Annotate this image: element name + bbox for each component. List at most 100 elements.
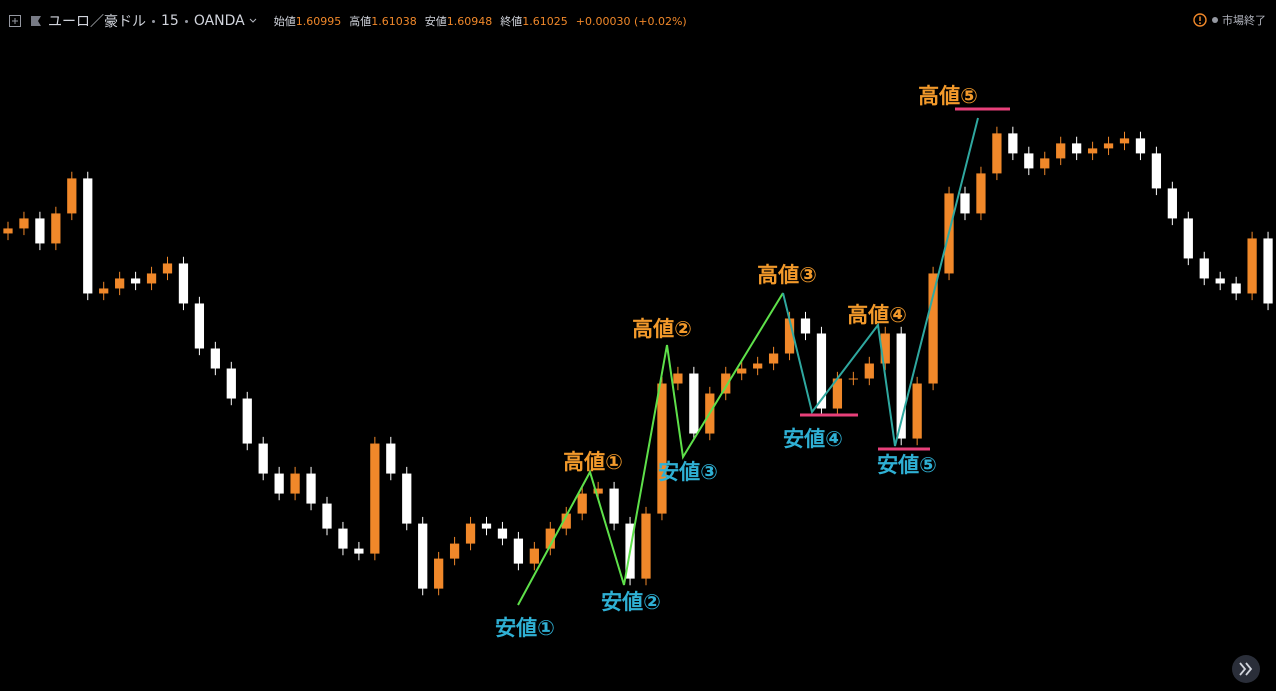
- market-status: 市場終了: [1193, 12, 1266, 28]
- candle-body: [322, 503, 332, 529]
- candle-body: [19, 218, 29, 229]
- alert-icon[interactable]: [1193, 13, 1207, 27]
- ohlc-item: 安値1.60948: [425, 15, 493, 28]
- candle-body: [864, 363, 874, 379]
- ohlc-item: 高値1.61038: [349, 15, 417, 28]
- header: ユーロ／豪ドル 15 OANDA 始値1.60995 高値1.61038 安値1.6…: [0, 0, 1276, 40]
- symbol[interactable]: ユーロ／豪ドル: [48, 14, 146, 30]
- candle-body: [35, 218, 45, 244]
- candle-body: [83, 178, 93, 294]
- interval[interactable]: 15: [161, 13, 179, 29]
- low-label: 安値②: [601, 590, 661, 614]
- candle-body: [784, 318, 795, 354]
- candle-body: [1056, 143, 1066, 159]
- ohlc-label: 終値: [500, 15, 523, 28]
- candle-body: [1040, 158, 1050, 169]
- high-label: 高値①: [563, 450, 623, 474]
- candle-body: [449, 543, 460, 559]
- candle-body: [992, 133, 1002, 174]
- candle-body: [561, 513, 571, 529]
- scroll-button[interactable]: [1232, 655, 1260, 683]
- candle-body: [673, 373, 683, 384]
- candle-body: [1231, 283, 1241, 294]
- candle-body: [1008, 133, 1018, 154]
- ohlc: 始値1.60995 高値1.61038 安値1.60948 終値1.61025: [266, 13, 568, 29]
- candle-body: [513, 538, 524, 564]
- candle-body: [1247, 238, 1257, 294]
- candles: [3, 126, 1273, 596]
- candle-body: [338, 528, 348, 549]
- flag-icon[interactable]: [30, 15, 42, 27]
- high-label: 高値⑤: [918, 84, 978, 108]
- candle-body: [800, 318, 811, 334]
- ohlc-label: 安値: [424, 15, 447, 28]
- candle-body: [1135, 138, 1146, 154]
- candle-body: [641, 513, 651, 579]
- candle-body: [354, 548, 364, 554]
- ohlc-label: 始値: [273, 15, 296, 28]
- candle-body: [1263, 238, 1273, 304]
- high-label: 高値②: [632, 317, 692, 341]
- candle-body: [880, 333, 890, 364]
- candle-body: [529, 548, 539, 564]
- high-label: 高値③: [757, 263, 817, 287]
- candle-body: [465, 523, 476, 544]
- ohlc-value: 1.60948: [446, 15, 493, 28]
- legend-row: ユーロ／豪ドル 15 OANDA 始値1.60995 高値1.61038 安値1.6…: [8, 11, 687, 31]
- candle-body: [689, 373, 699, 434]
- source[interactable]: OANDA: [193, 13, 245, 29]
- candle-body: [226, 368, 236, 399]
- zigzag-line: [517, 292, 784, 606]
- candle-body: [737, 368, 747, 374]
- candle-body: [1087, 148, 1098, 154]
- candle-body: [1167, 188, 1177, 219]
- candle-body: [67, 178, 77, 214]
- candle-body: [1199, 258, 1209, 279]
- candle-body: [545, 528, 555, 549]
- status-dot: [1212, 17, 1218, 23]
- change: +0.00030 (+0.02%): [575, 14, 687, 28]
- ohlc-label: 高値: [349, 15, 372, 28]
- candle-body: [976, 173, 986, 214]
- zigzag-line: [782, 117, 979, 447]
- candle-body: [896, 333, 906, 439]
- candle-body: [1183, 218, 1193, 259]
- status-text: 市場終了: [1222, 14, 1266, 27]
- candle-body: [609, 488, 619, 524]
- candle-body: [418, 523, 428, 589]
- candle-body: [3, 228, 13, 234]
- candle-body: [912, 383, 922, 439]
- candle-body: [162, 263, 173, 274]
- candle-body: [194, 303, 205, 349]
- candle-body: [1119, 138, 1130, 144]
- candle-body: [816, 333, 827, 409]
- candle-body: [657, 383, 667, 514]
- low-label: 安値①: [495, 616, 555, 640]
- expand-icon[interactable]: [8, 14, 22, 28]
- candle-body: [115, 278, 125, 289]
- candle-body: [130, 278, 141, 284]
- candle-body: [593, 488, 603, 494]
- separator: [152, 19, 155, 23]
- candle-body: [210, 348, 220, 369]
- candle-body: [753, 363, 763, 369]
- candle-body: [577, 493, 587, 514]
- candle-body: [768, 353, 779, 364]
- candle-body: [178, 263, 189, 304]
- candle-body: [402, 473, 412, 524]
- low-label: 安値④: [783, 427, 843, 451]
- candle-body: [1151, 153, 1162, 189]
- ohlc-value: 1.61038: [371, 15, 417, 28]
- ohlc-value: 1.60995: [295, 15, 342, 28]
- high-label: 高値④: [847, 303, 907, 327]
- dropdown-icon[interactable]: [248, 16, 258, 26]
- candle-body: [274, 473, 284, 494]
- ohlc-item: 始値1.60995: [274, 15, 342, 28]
- ohlc-item: 終値1.61025: [500, 15, 568, 28]
- candle-body: [306, 473, 316, 504]
- candle-body: [99, 288, 109, 294]
- low-label: 安値③: [658, 460, 718, 484]
- candle-body: [242, 398, 252, 444]
